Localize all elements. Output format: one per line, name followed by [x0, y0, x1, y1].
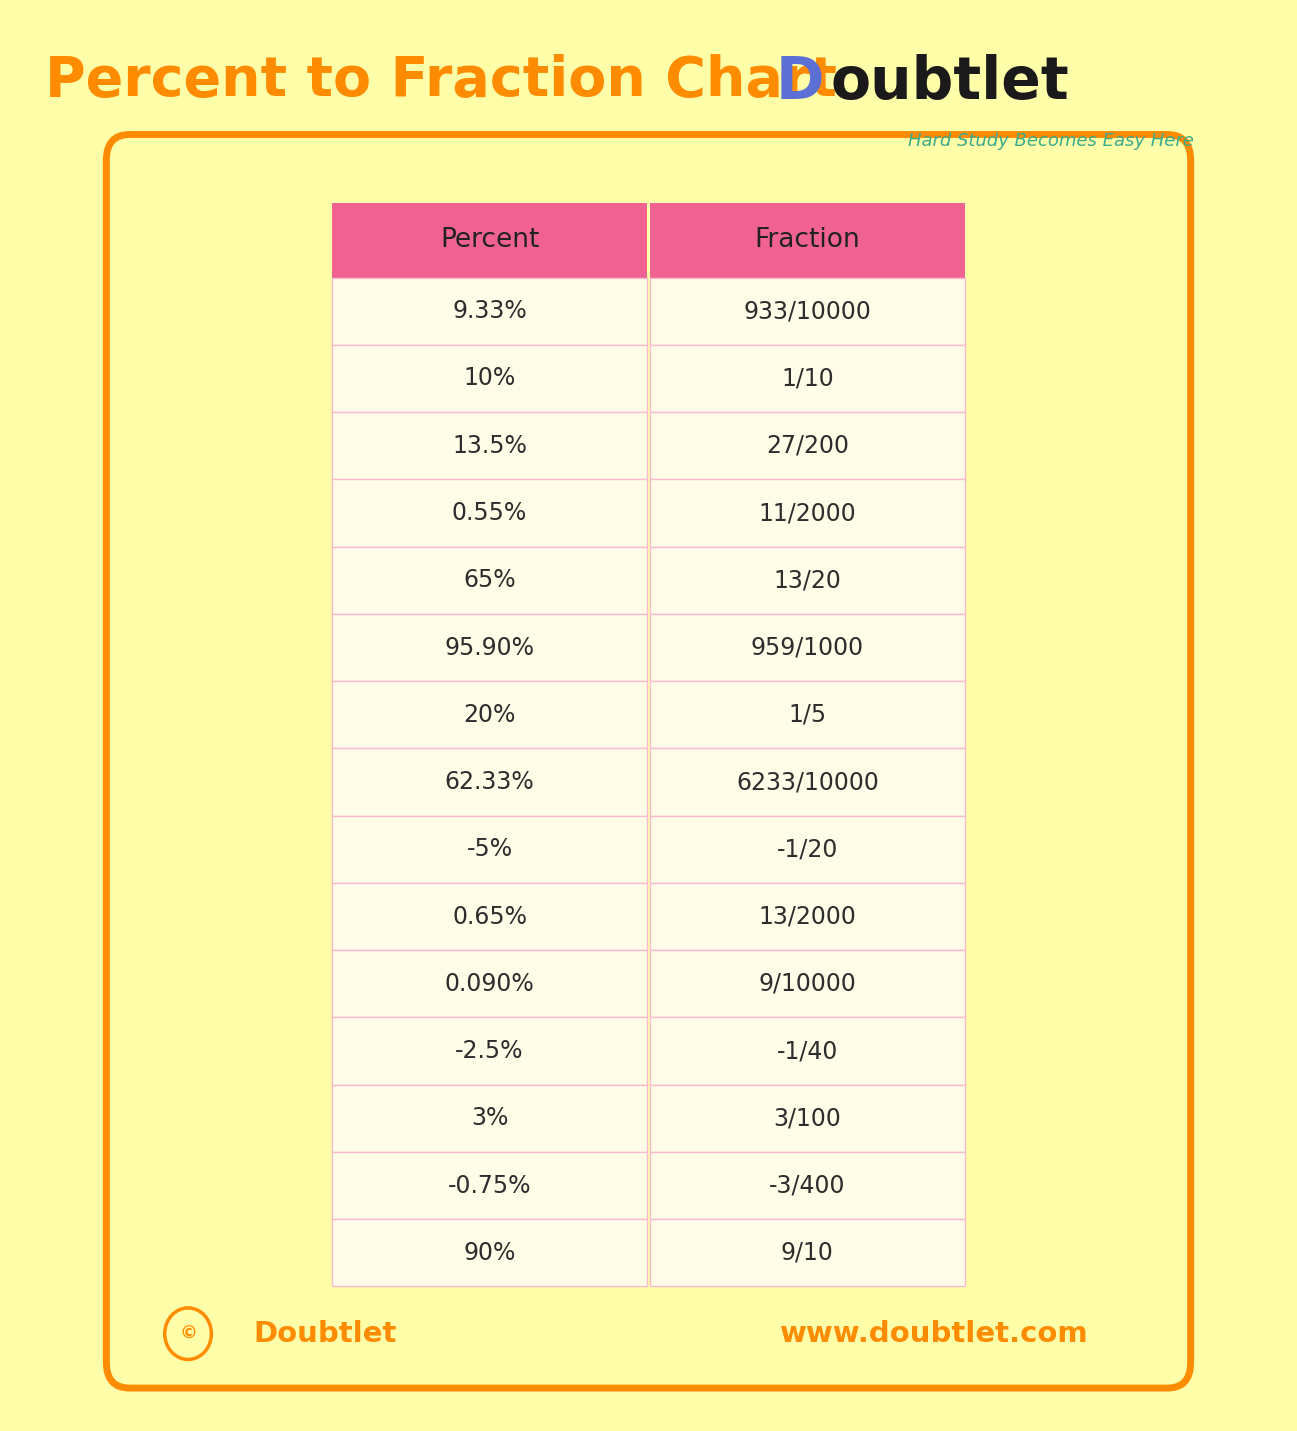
FancyBboxPatch shape [332, 950, 647, 1017]
FancyBboxPatch shape [650, 479, 965, 547]
Text: -1/20: -1/20 [777, 837, 838, 861]
FancyBboxPatch shape [106, 135, 1191, 1388]
Text: Percent: Percent [440, 228, 540, 253]
FancyBboxPatch shape [332, 681, 647, 748]
FancyBboxPatch shape [332, 412, 647, 479]
FancyBboxPatch shape [650, 1017, 965, 1085]
FancyBboxPatch shape [650, 345, 965, 412]
Text: oubtlet: oubtlet [830, 54, 1069, 112]
Text: 13.5%: 13.5% [453, 434, 527, 458]
Text: 27/200: 27/200 [767, 434, 848, 458]
Text: 10%: 10% [463, 366, 516, 391]
Text: 13/2000: 13/2000 [759, 904, 856, 929]
Text: ©: © [179, 1325, 197, 1342]
Text: 11/2000: 11/2000 [759, 501, 856, 525]
FancyBboxPatch shape [332, 614, 647, 681]
FancyBboxPatch shape [332, 547, 647, 614]
FancyBboxPatch shape [650, 1219, 965, 1286]
Text: 9.33%: 9.33% [453, 299, 527, 323]
FancyBboxPatch shape [650, 412, 965, 479]
FancyBboxPatch shape [332, 345, 647, 412]
Text: 1/10: 1/10 [781, 366, 834, 391]
FancyBboxPatch shape [332, 816, 647, 883]
FancyBboxPatch shape [650, 816, 965, 883]
FancyBboxPatch shape [332, 883, 647, 950]
FancyBboxPatch shape [332, 203, 647, 278]
FancyBboxPatch shape [650, 950, 965, 1017]
Text: D: D [776, 54, 824, 112]
FancyBboxPatch shape [650, 748, 965, 816]
FancyBboxPatch shape [332, 1152, 647, 1219]
FancyBboxPatch shape [332, 1017, 647, 1085]
Text: 0.55%: 0.55% [451, 501, 528, 525]
Text: 13/20: 13/20 [773, 568, 842, 592]
FancyBboxPatch shape [650, 883, 965, 950]
Text: 62.33%: 62.33% [445, 770, 534, 794]
Text: 3/100: 3/100 [773, 1106, 842, 1130]
Text: -3/400: -3/400 [769, 1173, 846, 1198]
FancyBboxPatch shape [650, 203, 965, 278]
Text: 90%: 90% [463, 1241, 516, 1265]
Text: -0.75%: -0.75% [447, 1173, 532, 1198]
Text: 1/5: 1/5 [789, 703, 826, 727]
Text: Fraction: Fraction [755, 228, 860, 253]
FancyBboxPatch shape [650, 278, 965, 345]
Text: www.doubtlet.com: www.doubtlet.com [779, 1319, 1088, 1348]
Text: 0.090%: 0.090% [445, 972, 534, 996]
Text: 9/10: 9/10 [781, 1241, 834, 1265]
FancyBboxPatch shape [650, 681, 965, 748]
Text: 3%: 3% [471, 1106, 508, 1130]
FancyBboxPatch shape [650, 1152, 965, 1219]
Text: -2.5%: -2.5% [455, 1039, 524, 1063]
Text: -5%: -5% [467, 837, 512, 861]
Text: 933/10000: 933/10000 [743, 299, 872, 323]
Text: Hard Study Becomes Easy Here: Hard Study Becomes Easy Here [908, 132, 1193, 150]
FancyBboxPatch shape [332, 1219, 647, 1286]
Text: Percent to Fraction Chart: Percent to Fraction Chart [45, 54, 838, 109]
Text: 9/10000: 9/10000 [759, 972, 856, 996]
Text: -1/40: -1/40 [777, 1039, 838, 1063]
FancyBboxPatch shape [332, 748, 647, 816]
FancyBboxPatch shape [650, 547, 965, 614]
Text: Doubtlet: Doubtlet [253, 1319, 397, 1348]
Text: 65%: 65% [463, 568, 516, 592]
Text: 6233/10000: 6233/10000 [735, 770, 879, 794]
FancyBboxPatch shape [332, 278, 647, 345]
Text: 959/1000: 959/1000 [751, 635, 864, 660]
FancyBboxPatch shape [332, 1085, 647, 1152]
FancyBboxPatch shape [650, 1085, 965, 1152]
Text: 20%: 20% [463, 703, 516, 727]
Text: 95.90%: 95.90% [445, 635, 534, 660]
Text: 0.65%: 0.65% [453, 904, 527, 929]
FancyBboxPatch shape [332, 479, 647, 547]
FancyBboxPatch shape [650, 614, 965, 681]
